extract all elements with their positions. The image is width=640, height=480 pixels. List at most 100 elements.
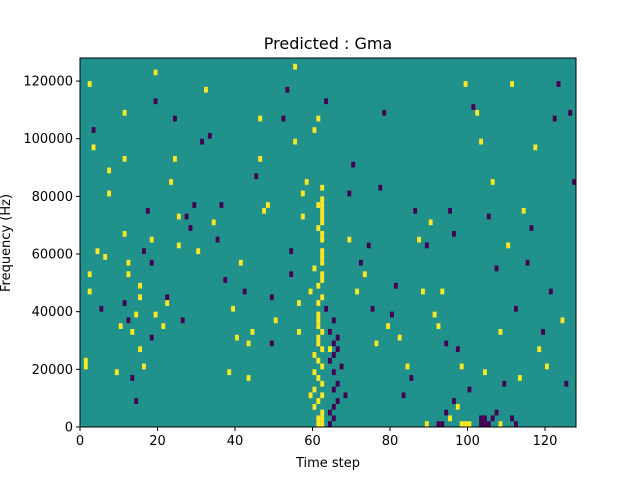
heatmap-cell-high [312,127,317,133]
heatmap-cell-high [196,248,201,255]
heatmap-cell-high [537,346,542,353]
heatmap-cell-high [347,236,352,243]
heatmap-cell-high [107,167,112,174]
heatmap-cell-low [324,305,329,312]
heatmap-cell-high [316,282,321,289]
y-tick-label: 0 [65,421,73,436]
heatmap-cell-low [452,398,456,404]
heatmap-cell-high [316,202,321,208]
x-axis-label: Time step [295,456,360,471]
heatmap-cell-high [308,288,313,295]
heatmap-cell-high [87,81,92,87]
heatmap-cell-high [316,421,321,427]
heatmap-cell-low [413,207,418,214]
heatmap-cell-high [320,346,325,353]
heatmap-cell-low [331,369,336,376]
heatmap-cell-high [320,219,325,226]
heatmap-cell-high [405,363,410,370]
heatmap-cell-low [483,421,487,427]
heatmap-cell-low [331,340,336,347]
heatmap-cell-low [494,409,499,416]
heatmap-cell-high [463,421,468,427]
heatmap-cell-high [428,219,433,226]
heatmap-cell-low [378,184,383,191]
heatmap-cell-high [312,386,317,393]
heatmap-cell-high [134,311,139,318]
heatmap-cell-high [138,346,143,353]
heatmap-cell-low [122,300,127,306]
heatmap-cell-high [316,398,321,404]
heatmap-cell-low [486,213,491,220]
heatmap-cell-high [316,323,321,329]
heatmap-cell-low [471,104,476,110]
heatmap-cell-high [114,369,119,376]
heatmap-cell-low [173,115,177,122]
heatmap-cell-high [176,213,181,220]
heatmap-cell-high [316,357,321,364]
heatmap-cell-high [421,288,425,295]
heatmap-cell-high [320,421,325,427]
heatmap-cell-low [331,386,336,393]
heatmap-cell-low [331,352,336,358]
heatmap-cell-high [153,69,158,76]
heatmap-cell-low [335,334,340,341]
heatmap-cell-high [211,219,216,226]
heatmap-cell-low [188,225,193,231]
heatmap-cell-high [316,415,321,422]
heatmap-cell-high [312,265,317,272]
heatmap-cell-high [440,288,445,295]
heatmap-cell-low [572,179,577,185]
heatmap-cells [83,63,577,427]
heatmap-cell-high [320,207,325,214]
heatmap-cell-high [293,63,298,70]
heatmap-cell-high [498,421,503,427]
heatmap-cell-high [362,271,367,278]
heatmap-cell-high [83,357,88,364]
heatmap-cell-high [483,369,487,376]
heatmap-cell-high [118,323,123,329]
heatmap-cell-high [122,230,127,237]
heatmap-cell-low [99,305,104,312]
heatmap-cell-high [320,254,325,260]
heatmap-cell-high [374,340,379,347]
heatmap-cell-high [320,277,325,283]
heatmap-cell-low [359,259,363,266]
heatmap-cell-low [126,317,131,324]
heatmap-cell-high [320,236,325,243]
heatmap-cell-high [320,328,325,335]
heatmap-cell-low [165,294,170,301]
x-tick-label: 120 [533,434,558,449]
heatmap-cell-high [316,317,321,324]
heatmap-cell-low [440,421,445,427]
heatmap-cell-high [169,179,174,185]
heatmap-cell-low [486,421,491,427]
heatmap-cell-high [459,363,464,370]
x-tick-label: 40 [227,434,244,449]
y-tick-label: 100000 [23,132,73,147]
heatmap-cell-high [320,184,325,191]
heatmap-cell-low [281,115,286,122]
heatmap-cell-high [273,317,278,324]
heatmap-cell-high [316,340,321,347]
heatmap-cell-high [316,334,321,341]
heatmap-cell-high [165,300,170,306]
heatmap-cell-high [533,144,538,151]
heatmap-cell-high [316,311,321,318]
heatmap-cell-low [219,202,224,208]
heatmap-cell-high [320,196,325,203]
heatmap-cell-high [320,409,325,416]
heatmap-cell-low [331,317,336,324]
heatmap-cell-high [448,415,453,422]
heatmap-cell-high [320,213,325,220]
plot-frame [79,57,577,428]
heatmap-cell-high [231,305,236,312]
x-tick-label: 60 [304,434,321,449]
heatmap-cell-high [424,421,429,427]
heatmap-cell-low [351,161,356,168]
heatmap-cell-low [269,294,274,301]
heatmap-cell-high [455,403,460,410]
heatmap-cell-low [552,115,557,122]
heatmap-cell-low [525,259,530,266]
x-tick-label: 80 [382,434,399,449]
